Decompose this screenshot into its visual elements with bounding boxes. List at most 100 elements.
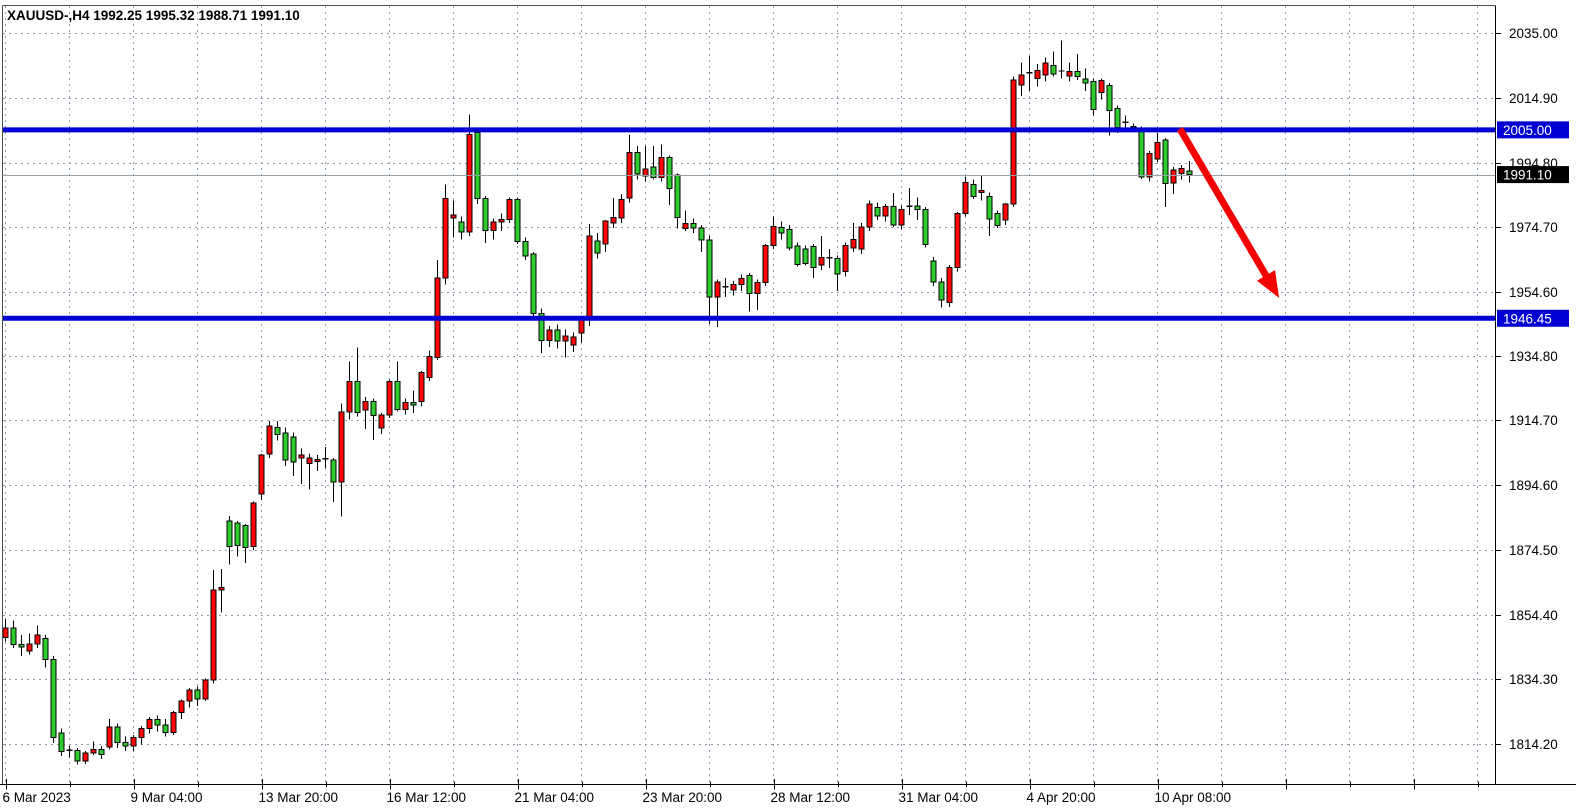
level-price-badge-bg [1497, 309, 1569, 327]
candle-bear [874, 202, 881, 220]
candle-bear [650, 145, 657, 180]
candle-bear [554, 324, 561, 349]
candle-body [994, 213, 1001, 226]
horizontal-level-lines[interactable] [3, 127, 1495, 321]
candle-bear [226, 516, 233, 565]
candle-bear [282, 427, 289, 467]
candle-body [138, 727, 145, 738]
candle-bull [618, 194, 625, 224]
candle-body [898, 208, 905, 226]
candle-bear [42, 635, 49, 668]
candle-body [770, 225, 777, 247]
candle-body [178, 700, 185, 714]
candle-bear [1106, 83, 1113, 136]
candle-bull [178, 699, 185, 719]
candle-body [226, 520, 233, 548]
price-label: 1834.30 [1509, 672, 1558, 687]
candle-bull [1034, 63, 1041, 87]
candle-body [882, 205, 889, 217]
candle-bull [1066, 62, 1073, 82]
candle-body [210, 589, 217, 681]
candle-bear [826, 248, 833, 269]
candle-body [874, 206, 881, 217]
candle-body [818, 257, 825, 266]
trend-arrow[interactable] [1176, 127, 1280, 298]
candle-bull [66, 746, 73, 758]
candle-body [610, 216, 617, 224]
candle-bull [1178, 165, 1185, 180]
candle-bear [634, 145, 641, 180]
candle-body [554, 329, 561, 342]
candle-body [594, 240, 601, 254]
candle-bull [314, 454, 321, 471]
candle-bull [34, 625, 41, 648]
price-label: 1934.80 [1509, 349, 1558, 364]
candle-bull [346, 361, 353, 420]
candle-body [58, 732, 65, 752]
candle-body [90, 749, 97, 754]
candle-bear [154, 715, 161, 732]
candle-bull [682, 210, 689, 232]
candle-body [338, 411, 345, 483]
candle-body [74, 749, 81, 762]
candle-bear [394, 361, 401, 412]
candle-body [2, 627, 9, 638]
candle-bull [186, 688, 193, 708]
candle-body [306, 457, 313, 465]
candle-body [514, 198, 521, 243]
candle-body [682, 223, 689, 230]
candle-body [930, 260, 937, 283]
candle-bull [362, 396, 369, 430]
candle-bear [970, 179, 977, 200]
candle-bull [1154, 133, 1161, 163]
candle-body [482, 198, 489, 232]
candle-bull [1170, 166, 1177, 195]
candle-bull [962, 176, 969, 217]
candle-body [794, 245, 801, 265]
price-axis[interactable]: 2035.002014.901994.801974.701954.601934.… [1495, 26, 1569, 752]
candle-body [914, 205, 921, 211]
time-label: 23 Mar 20:00 [643, 790, 723, 805]
candle-bear [922, 207, 929, 248]
candle-bull [322, 446, 329, 468]
candle-body [18, 643, 25, 648]
candle-body [698, 227, 705, 241]
candle-bear [794, 242, 801, 267]
time-axis[interactable]: 6 Mar 2023 9 Mar 04:00 13 Mar 20:00 16 Mar … [3, 779, 1479, 805]
arrow-head[interactable] [1256, 270, 1280, 298]
candle-bull [1058, 40, 1065, 79]
candle-bear [410, 390, 417, 414]
arrow-shaft[interactable] [1176, 127, 1271, 281]
candle-body [962, 181, 969, 215]
candle-bear [98, 746, 105, 760]
candle-body [154, 718, 161, 726]
candle-body [1170, 169, 1177, 184]
candle-bull [610, 197, 617, 229]
candle-bull [866, 200, 873, 232]
candle-body [426, 356, 433, 379]
candle-bull [546, 326, 553, 348]
candle-bear [690, 218, 697, 233]
candle-bull [898, 205, 905, 230]
candle-body [578, 319, 585, 334]
candle-body [418, 372, 425, 402]
candle-body [618, 199, 625, 219]
candle-body [1186, 170, 1193, 176]
candle-body [498, 218, 505, 223]
candle-bull [338, 403, 345, 517]
price-label: 1894.60 [1509, 478, 1558, 493]
candle-bear [242, 524, 249, 564]
time-label: 16 Mar 12:00 [387, 790, 467, 805]
candle-body [1042, 62, 1049, 76]
candle-bear [474, 127, 481, 204]
candle-body [466, 133, 473, 233]
time-label: 21 Mar 04:00 [515, 790, 595, 805]
time-label: 9 Mar 04:00 [131, 790, 203, 805]
candle-body [746, 274, 753, 294]
candle-bear [194, 686, 201, 706]
candle-bull [138, 725, 145, 745]
time-label: 6 Mar 2023 [3, 790, 71, 805]
candle-bear [890, 193, 897, 228]
candle-bull [946, 265, 953, 307]
